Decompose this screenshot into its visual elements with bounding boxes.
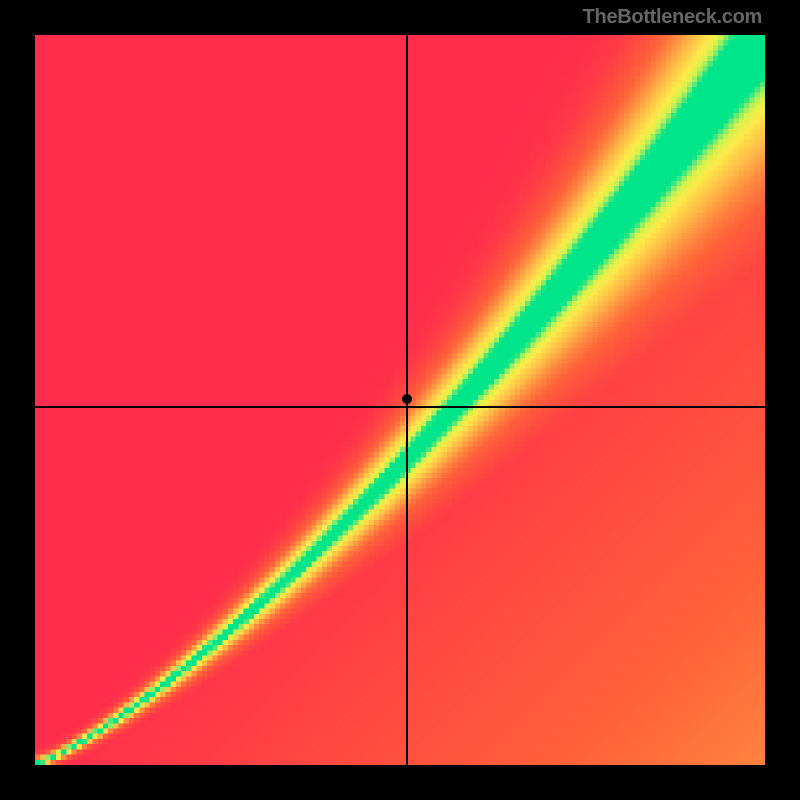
chart-container: TheBottleneck.com [0, 0, 800, 800]
watermark-text: TheBottleneck.com [583, 6, 762, 29]
crosshair-horizontal [35, 406, 765, 408]
bottleneck-heatmap [35, 35, 765, 765]
plot-area [35, 35, 765, 765]
marker-dot [402, 394, 412, 404]
